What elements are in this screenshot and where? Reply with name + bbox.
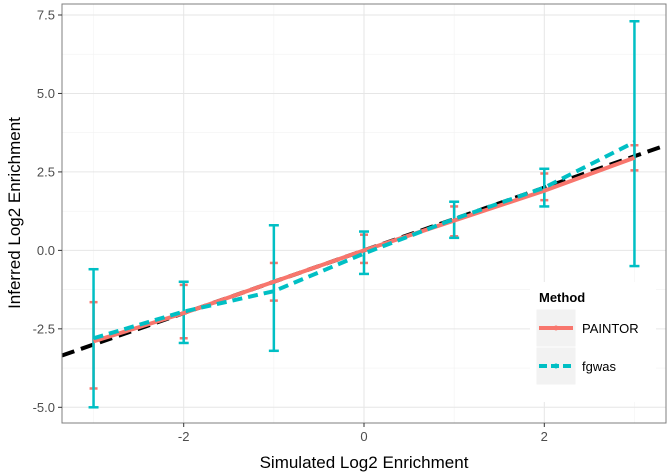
y-tick-label: 2.5 — [37, 164, 55, 179]
legend-label: fgwas — [582, 359, 616, 374]
x-axis-title: Simulated Log2 Enrichment — [260, 453, 469, 472]
legend-label: PAINTOR — [582, 321, 639, 336]
series-line-paintor — [92, 155, 636, 344]
legend-keys: PAINTOR fgwas — [535, 308, 639, 386]
legend-key-marker — [553, 325, 559, 331]
legend-title: Method — [539, 290, 585, 305]
x-axis-ticks: -2 0 2 — [178, 423, 548, 444]
y-tick-label: 0.0 — [37, 243, 55, 258]
legend-key-marker — [553, 363, 559, 369]
x-tick-label: 0 — [360, 429, 367, 444]
y-axis-ticks: -5.0 -2.5 0.0 2.5 5.0 7.5 — [33, 7, 62, 415]
y-tick-label: -2.5 — [33, 321, 55, 336]
legend-key-fgwas: fgwas — [535, 346, 616, 386]
y-tick-label: -5.0 — [33, 400, 55, 415]
x-tick-label: 2 — [541, 429, 548, 444]
series-layer — [88, 20, 640, 409]
x-tick-label: -2 — [178, 429, 190, 444]
legend: Method PAINTOR fgwas — [530, 282, 656, 402]
y-tick-label: 5.0 — [37, 86, 55, 101]
y-tick-label: 7.5 — [37, 7, 55, 22]
y-axis-title: Inferred Log2 Enrichment — [5, 117, 24, 309]
